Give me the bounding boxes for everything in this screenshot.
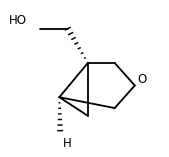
Text: O: O bbox=[138, 73, 147, 86]
Text: H: H bbox=[63, 137, 71, 150]
Text: HO: HO bbox=[8, 14, 27, 27]
